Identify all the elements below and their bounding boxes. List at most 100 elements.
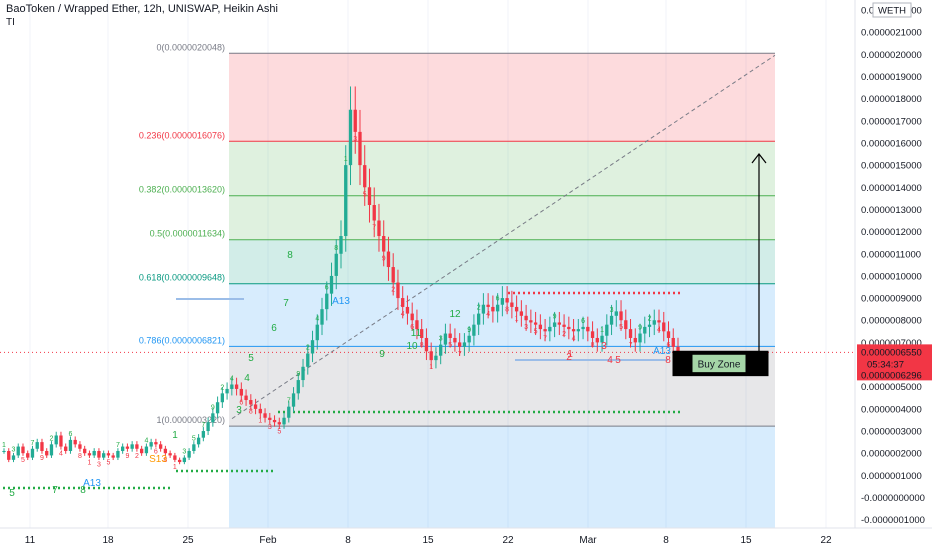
candle xyxy=(2,450,6,452)
candle xyxy=(643,326,647,334)
candle xyxy=(40,442,44,451)
time-tick-label: 22 xyxy=(820,535,832,546)
sequence-label: 8 xyxy=(287,250,293,261)
candle xyxy=(287,406,291,418)
candle xyxy=(135,444,139,449)
buy-zone-label-box xyxy=(691,353,747,374)
sequence-label: A13 xyxy=(653,346,671,357)
td-count-label: 5 xyxy=(534,329,538,336)
candle xyxy=(230,384,234,389)
candle xyxy=(567,326,571,330)
candle xyxy=(73,439,77,445)
candle xyxy=(7,450,11,460)
candle xyxy=(68,439,73,451)
candle xyxy=(420,329,424,338)
td-count-label: 3 xyxy=(97,462,101,469)
candle xyxy=(372,205,376,221)
price-tick-label: 0.0000021000 xyxy=(861,28,922,39)
candle xyxy=(548,326,552,332)
candle xyxy=(320,309,324,325)
td-count-label: 8 xyxy=(163,457,167,464)
candle xyxy=(524,315,528,321)
prev-price-label: 0.0000006296 xyxy=(861,370,922,381)
candle xyxy=(486,304,490,307)
td-count-label: 6 xyxy=(239,400,243,407)
candle xyxy=(149,442,153,447)
candle xyxy=(45,450,49,456)
currency-badge xyxy=(872,2,912,18)
td-count-label: 9 xyxy=(467,327,471,334)
td-count-label: 4 xyxy=(230,376,234,383)
sequence-label: 5 xyxy=(615,355,621,366)
candle xyxy=(386,251,391,268)
price-tick-label: 0.0000007000 xyxy=(861,338,922,349)
sequence-label: 3 xyxy=(236,405,242,416)
candle xyxy=(628,329,633,338)
candle xyxy=(196,437,201,445)
td-count-label: 5 xyxy=(363,191,367,198)
td-count-label: 2 xyxy=(220,384,224,391)
sequence-label: 7 xyxy=(52,485,58,496)
candle xyxy=(339,236,343,254)
fib-trend-line xyxy=(231,54,776,420)
td-count-label: 8 xyxy=(334,245,338,252)
sequence-label: 1 xyxy=(567,349,573,360)
candle xyxy=(26,453,30,458)
candle xyxy=(253,404,258,409)
td-count-label: 2 xyxy=(477,305,481,312)
candle xyxy=(49,444,54,456)
candle xyxy=(429,351,433,361)
td-count-label: 9 xyxy=(125,453,129,460)
td-count-label: 5 xyxy=(192,435,196,442)
td-count-label: 9 xyxy=(296,371,300,378)
sequence-label: 8 xyxy=(80,485,86,496)
td-count-label: 6 xyxy=(325,285,329,292)
candle xyxy=(116,450,120,458)
price-tick-label: 0.0000018000 xyxy=(861,94,922,105)
sequence-label: 9 xyxy=(379,349,385,360)
td-count-label: 3 xyxy=(524,324,528,331)
td-count-label: 7 xyxy=(287,398,291,405)
candle xyxy=(652,320,656,325)
price-tick-label: 0.0000012000 xyxy=(861,227,922,238)
fib-level-label: 0.236(0.0000016076) xyxy=(139,130,225,140)
price-tick-label: 0.0000005000 xyxy=(861,382,922,393)
candle xyxy=(377,220,381,237)
candle xyxy=(467,335,471,343)
price-tick-label: 0.0000004000 xyxy=(861,404,922,415)
candle xyxy=(291,393,296,407)
td-count-label: 8 xyxy=(78,453,82,460)
candle xyxy=(220,393,224,403)
sequence-label: 5 xyxy=(248,353,254,364)
td-count-label: 7 xyxy=(201,422,205,429)
sequence-label: A13 xyxy=(332,296,350,307)
td-count-label: 6 xyxy=(496,296,500,303)
price-tick-label: 0.0000019000 xyxy=(861,72,922,83)
candle xyxy=(391,267,395,283)
candle xyxy=(453,337,457,343)
td-count-label: 4 xyxy=(315,316,319,323)
candle xyxy=(519,311,524,316)
candle xyxy=(462,342,467,347)
candle xyxy=(177,459,182,463)
price-tick-label: 0.0000002000 xyxy=(861,449,922,460)
fib-zone xyxy=(229,195,775,240)
candle xyxy=(102,453,106,458)
price-tick-label: 0.0000001000 xyxy=(861,471,922,482)
sequence-label: A13 xyxy=(83,478,101,489)
td-count-label: 1 xyxy=(258,417,262,424)
candle xyxy=(225,388,229,394)
candle xyxy=(54,435,58,445)
td-count-label: 6 xyxy=(410,324,414,331)
candle xyxy=(448,333,452,338)
candle xyxy=(111,455,115,458)
price-tick-label: 0.0000020000 xyxy=(861,50,922,61)
time-tick-label: 8 xyxy=(345,535,351,546)
candle xyxy=(206,422,210,432)
sequence-label: 12 xyxy=(449,309,461,320)
td-count-label: 9 xyxy=(638,325,642,332)
candle xyxy=(666,331,671,338)
td-count-label: 1 xyxy=(87,459,91,466)
price-tick-label: 0.0000015000 xyxy=(861,161,922,172)
